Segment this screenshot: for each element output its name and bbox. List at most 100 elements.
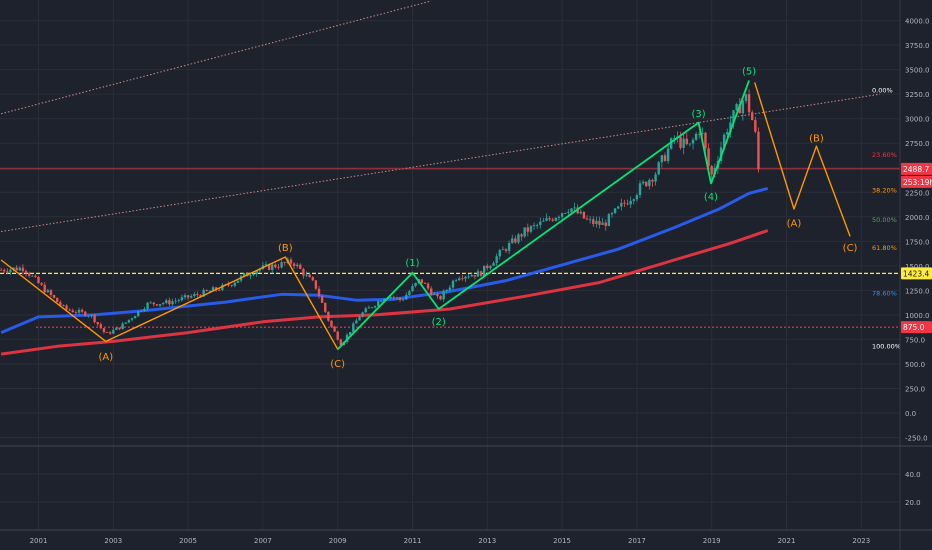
candle-body [87,315,90,317]
candle-body [688,143,692,145]
candle-body [392,297,395,299]
candle-body [233,282,237,286]
candle-body [479,271,483,276]
candle-body [186,295,190,298]
y-tick-label: 1750.0 [905,238,930,246]
candle-body [289,259,293,264]
wave-projection-label: (B) [809,133,824,144]
candle-body [373,306,377,308]
fibonacci-levels: 0.00% 23.60% 38.20% 50.00% 61.80% 78.60% 100.0… [872,86,901,350]
wave-orange-label: (B) [278,243,293,254]
candle-body [585,218,589,220]
candle-body [40,283,43,285]
wave-green-label: (3) [692,109,706,120]
candle-body [638,183,642,196]
candle-body [654,174,657,182]
candle-body [165,300,168,304]
candle-body [545,218,548,221]
candle-body [161,303,165,305]
candle-body [295,264,299,267]
wave-green-label: (4) [704,192,718,203]
candle-body [24,271,28,274]
candle-body [155,304,159,306]
candle-body [96,322,99,325]
x-tick-label: 2019 [703,537,721,545]
candle-body [507,242,511,251]
wave-green-line [337,80,750,350]
candle-body [663,155,667,162]
candle-body [592,219,595,225]
y-tick-label: 2750.0 [905,140,930,148]
candle-body [726,132,729,135]
candle-body [3,269,6,272]
candle-body [679,136,682,148]
candle-body [121,323,124,330]
candle-body [93,314,96,323]
level-badge-red-bg [901,321,932,334]
candle-body [168,300,171,305]
candle-body [436,294,439,297]
candle-body [43,284,46,293]
candle-body [205,289,208,291]
candle-body [433,294,436,295]
trend-channel-line [1,93,881,233]
candle-body [482,265,486,276]
candle-body [352,323,355,332]
candle-body [682,138,685,148]
subpanel-tick-label: 20.0 [905,499,921,507]
candle-body [314,280,318,289]
candle-body [140,310,143,312]
candle-body [264,264,268,266]
y-tick-label: 250.0 [905,385,925,393]
trend-channel [0,0,881,233]
candle-body [747,94,751,113]
candle-body [461,278,464,280]
candle-body [9,269,12,273]
candle-body [645,181,648,187]
candle-body [274,264,277,268]
candle-body [15,267,18,271]
candle-body [174,300,177,302]
candle-body [56,297,59,303]
candle-body [112,329,115,334]
candle-body [454,280,458,281]
countdown-badge-bg [901,175,932,188]
candle-body [59,302,62,306]
candle-body [601,222,604,225]
candle-body [707,148,710,166]
candle-body [620,202,623,207]
time-axis[interactable]: 2001 2003 2005 2007 2009 2011 2013 2015 2017 2019… [30,537,871,545]
candle-body [292,263,296,267]
candle-body [108,332,112,334]
candle-body [657,162,660,175]
candle-body [377,301,380,307]
candle-body [501,249,505,251]
candle-body [467,276,470,278]
candle-body [495,256,498,264]
candle-body [6,271,9,273]
candle-body [694,133,698,140]
candle-body [629,200,632,205]
fibonacci-level-label: 100.00% [872,342,901,350]
candle-body [673,138,676,139]
candle-body [34,275,37,278]
candle-body [77,309,81,313]
last-price-badge-bg [901,162,932,175]
candle-body [704,132,707,149]
candle-body [430,288,433,295]
x-tick-label: 2007 [254,537,272,545]
candle-body [49,290,53,296]
candle-body [380,301,383,302]
candle-body [542,220,545,222]
candle-body [557,216,561,218]
candle-body [31,275,34,277]
wave-projection-label: (A) [787,219,802,230]
candle-body [458,278,461,281]
candle-body [364,308,367,313]
candle-body [395,297,399,299]
candle-body [21,267,25,272]
candle-body [130,318,134,320]
candle-body [445,290,448,292]
x-tick-label: 2011 [404,537,422,545]
